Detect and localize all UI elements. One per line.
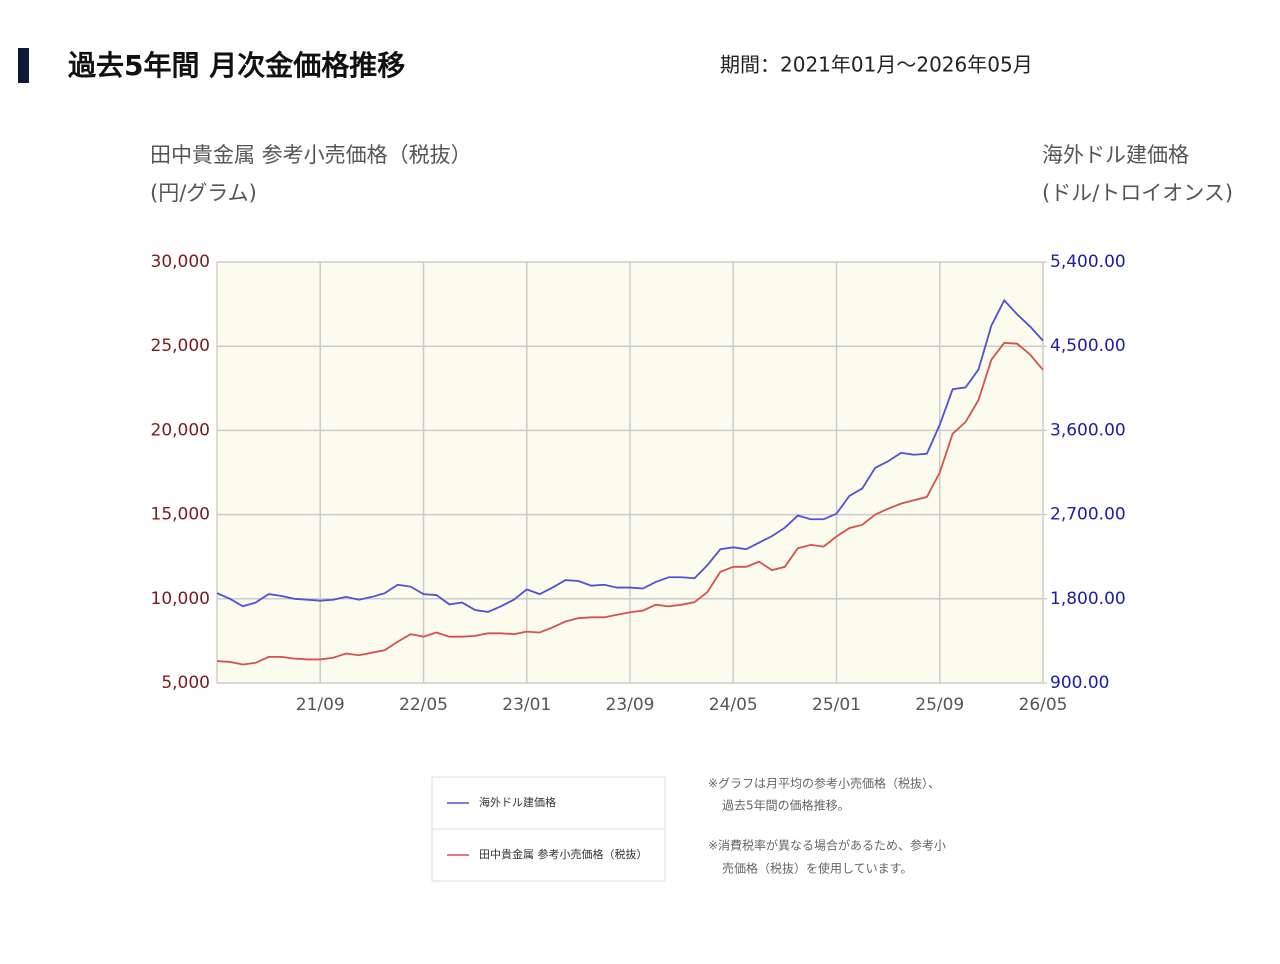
note: 売価格（税抜）を使用しています。 xyxy=(722,861,912,876)
x-tick-label: 26/05 xyxy=(1019,695,1068,715)
series-line xyxy=(216,298,1044,613)
y-tick-label: 30,000 xyxy=(151,252,210,272)
y2-tick-label: 4,500.00 xyxy=(1050,336,1126,356)
y-axis-unit: (円/グラム) xyxy=(150,181,257,205)
x-tick-label: 23/09 xyxy=(606,695,655,715)
note: 過去5年間の価格推移。 xyxy=(722,798,850,813)
y2-tick-label: 5,400.00 xyxy=(1050,252,1126,272)
y-tick-label: 25,000 xyxy=(151,336,210,356)
x-tick-label: 25/01 xyxy=(812,695,861,715)
title-bar xyxy=(18,48,29,83)
x-tick-label: 21/09 xyxy=(296,695,345,715)
y2-tick-label: 3,600.00 xyxy=(1050,420,1126,440)
period: 期間：2021年01月〜2026年05月 xyxy=(720,53,1033,77)
x-tick-label: 24/05 xyxy=(709,695,758,715)
y-tick-label: 5,000 xyxy=(161,673,210,693)
legend-label: 田中貴金属 参考小売価格（税抜） xyxy=(479,847,648,861)
note: ※消費税率が異なる場合があるため、参考小 xyxy=(708,838,946,853)
series-line xyxy=(216,341,1044,666)
y2-tick-label: 900.00 xyxy=(1050,673,1109,693)
y-axis-label: 田中貴金属 参考小売価格（税抜） xyxy=(150,143,472,167)
note: ※グラフは月平均の参考小売価格（税抜）、 xyxy=(708,776,940,791)
y-tick-label: 20,000 xyxy=(151,420,210,440)
y2-tick-label: 1,800.00 xyxy=(1050,589,1126,609)
y-tick-label: 10,000 xyxy=(151,589,210,609)
y2-axis-label: 海外ドル建価格 xyxy=(1042,143,1189,167)
legend-label: 海外ドル建価格 xyxy=(479,795,556,809)
x-tick-label: 23/01 xyxy=(502,695,551,715)
y-tick-label: 15,000 xyxy=(151,505,210,525)
page-title: 過去5年間 月次金価格推移 xyxy=(68,49,405,82)
y2-tick-label: 2,700.00 xyxy=(1050,505,1126,525)
y2-axis-unit: (ドル/トロイオンス) xyxy=(1042,181,1233,205)
x-tick-label: 25/09 xyxy=(915,695,964,715)
x-tick-label: 22/05 xyxy=(399,695,448,715)
